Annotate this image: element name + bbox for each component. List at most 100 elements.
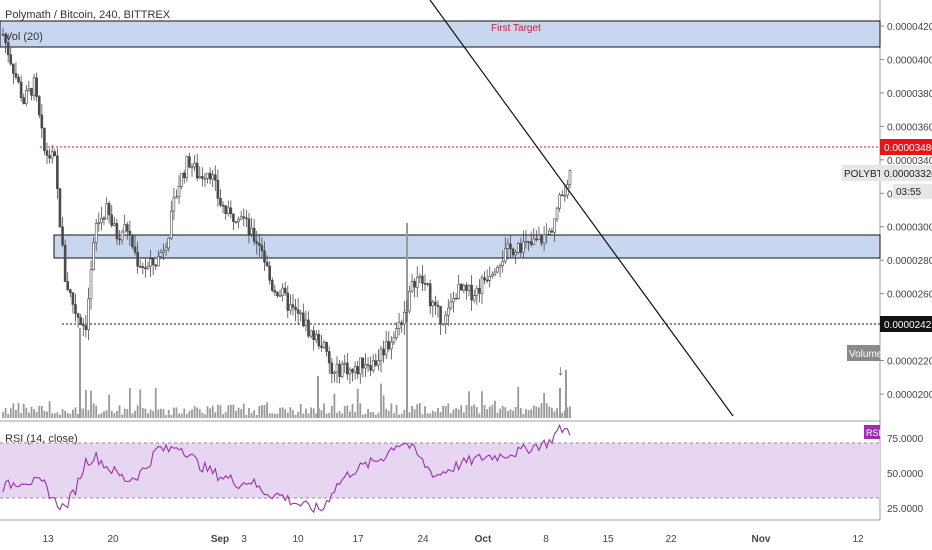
volume-bar [268,413,271,418]
rsi-tick-label: 25.0000 [887,504,924,515]
volume-bar [40,406,43,418]
trendline [429,0,734,417]
candle-body [312,330,315,341]
candle-body [449,301,453,309]
candle-body [79,317,82,325]
candle-body [335,363,339,373]
volume-bar [395,404,398,418]
candle-body [224,205,227,214]
volume-bar [491,404,494,418]
candle-body [198,176,202,179]
candle-body [527,240,530,243]
candle-body [397,322,401,329]
candle-body [120,231,124,241]
volume-bar [317,376,319,418]
volume-bar [232,404,235,418]
volume-bar [299,403,302,418]
volume-bar [486,409,489,418]
candle-body [17,77,20,83]
volume-bar [450,413,452,418]
candle-body [30,88,33,96]
time-tick-label: 15 [602,534,614,545]
candle-body [141,266,145,268]
volume-bar [364,413,367,418]
candle-body [343,362,347,365]
candle-body [426,283,429,285]
candle-body [138,266,142,268]
volume-bar [372,412,375,418]
volume-bar [206,406,209,418]
volume-bar [302,413,305,418]
candle-body [542,234,546,244]
candle-body [501,260,504,267]
candle-body [245,217,248,220]
volume-bar [390,403,393,418]
volume-bar [144,408,147,418]
volume-bar [532,405,535,418]
candle-body [289,304,292,311]
volume-bar [69,413,72,418]
candle-body [563,194,567,197]
candle-body [229,207,233,215]
candle-body [63,244,67,282]
candle-body [353,366,357,373]
candle-body [472,295,476,301]
volume-bar [478,413,481,418]
volume-bar [110,410,113,418]
rsi-badge-text: RSI [866,428,881,438]
candle-body [317,333,321,347]
volume-bar [424,406,426,418]
candle-body [457,283,460,299]
volume-bar [380,383,382,418]
candle-body [547,230,551,235]
volume-bar [281,407,284,418]
volume-bar [312,408,315,418]
candle-body [465,284,468,291]
volume-bar [25,407,28,418]
volume-bar [219,405,222,418]
volume-bar [2,412,4,418]
volume-bar [418,403,421,418]
support-level-badge [880,316,932,332]
candle-body [74,304,77,314]
ticker-price-badge [880,165,932,181]
volume-bar [165,414,168,418]
first-target-zone [0,20,881,48]
candle-body [252,227,256,242]
time-tick-label: Sep [211,534,229,545]
candle-body [255,241,259,244]
volume-bar [253,410,256,418]
volume-bar [483,405,486,418]
candle-body [115,223,119,240]
rsi-indicator-label: RSI (14, close) [5,433,78,445]
candle-body [154,264,158,267]
candle-body [302,312,305,327]
volume-bar [134,410,136,418]
volume-bar [416,404,419,418]
candle-body [421,275,424,284]
candle-body [296,309,300,314]
volume-bar [53,413,56,418]
countdown-badge [893,184,932,199]
candle-body [81,324,85,326]
volume-bar [457,409,460,418]
candle-body [48,155,51,159]
volume-bar [116,411,118,418]
candle-body [159,252,163,257]
candle-body [58,188,62,228]
volume-bar [180,413,183,418]
candle-body [84,325,88,331]
candle-body [56,155,59,189]
time-tick-label: 10 [292,534,304,545]
volume-bar [561,412,564,418]
candle-body [333,371,336,374]
candles [1,27,572,384]
volume-bar [4,407,7,418]
candle-body [32,77,36,96]
candle-body [431,301,435,307]
volume-bar [160,408,162,418]
candle-body [250,227,253,235]
candle-body [555,207,559,220]
candle-body [87,298,90,331]
